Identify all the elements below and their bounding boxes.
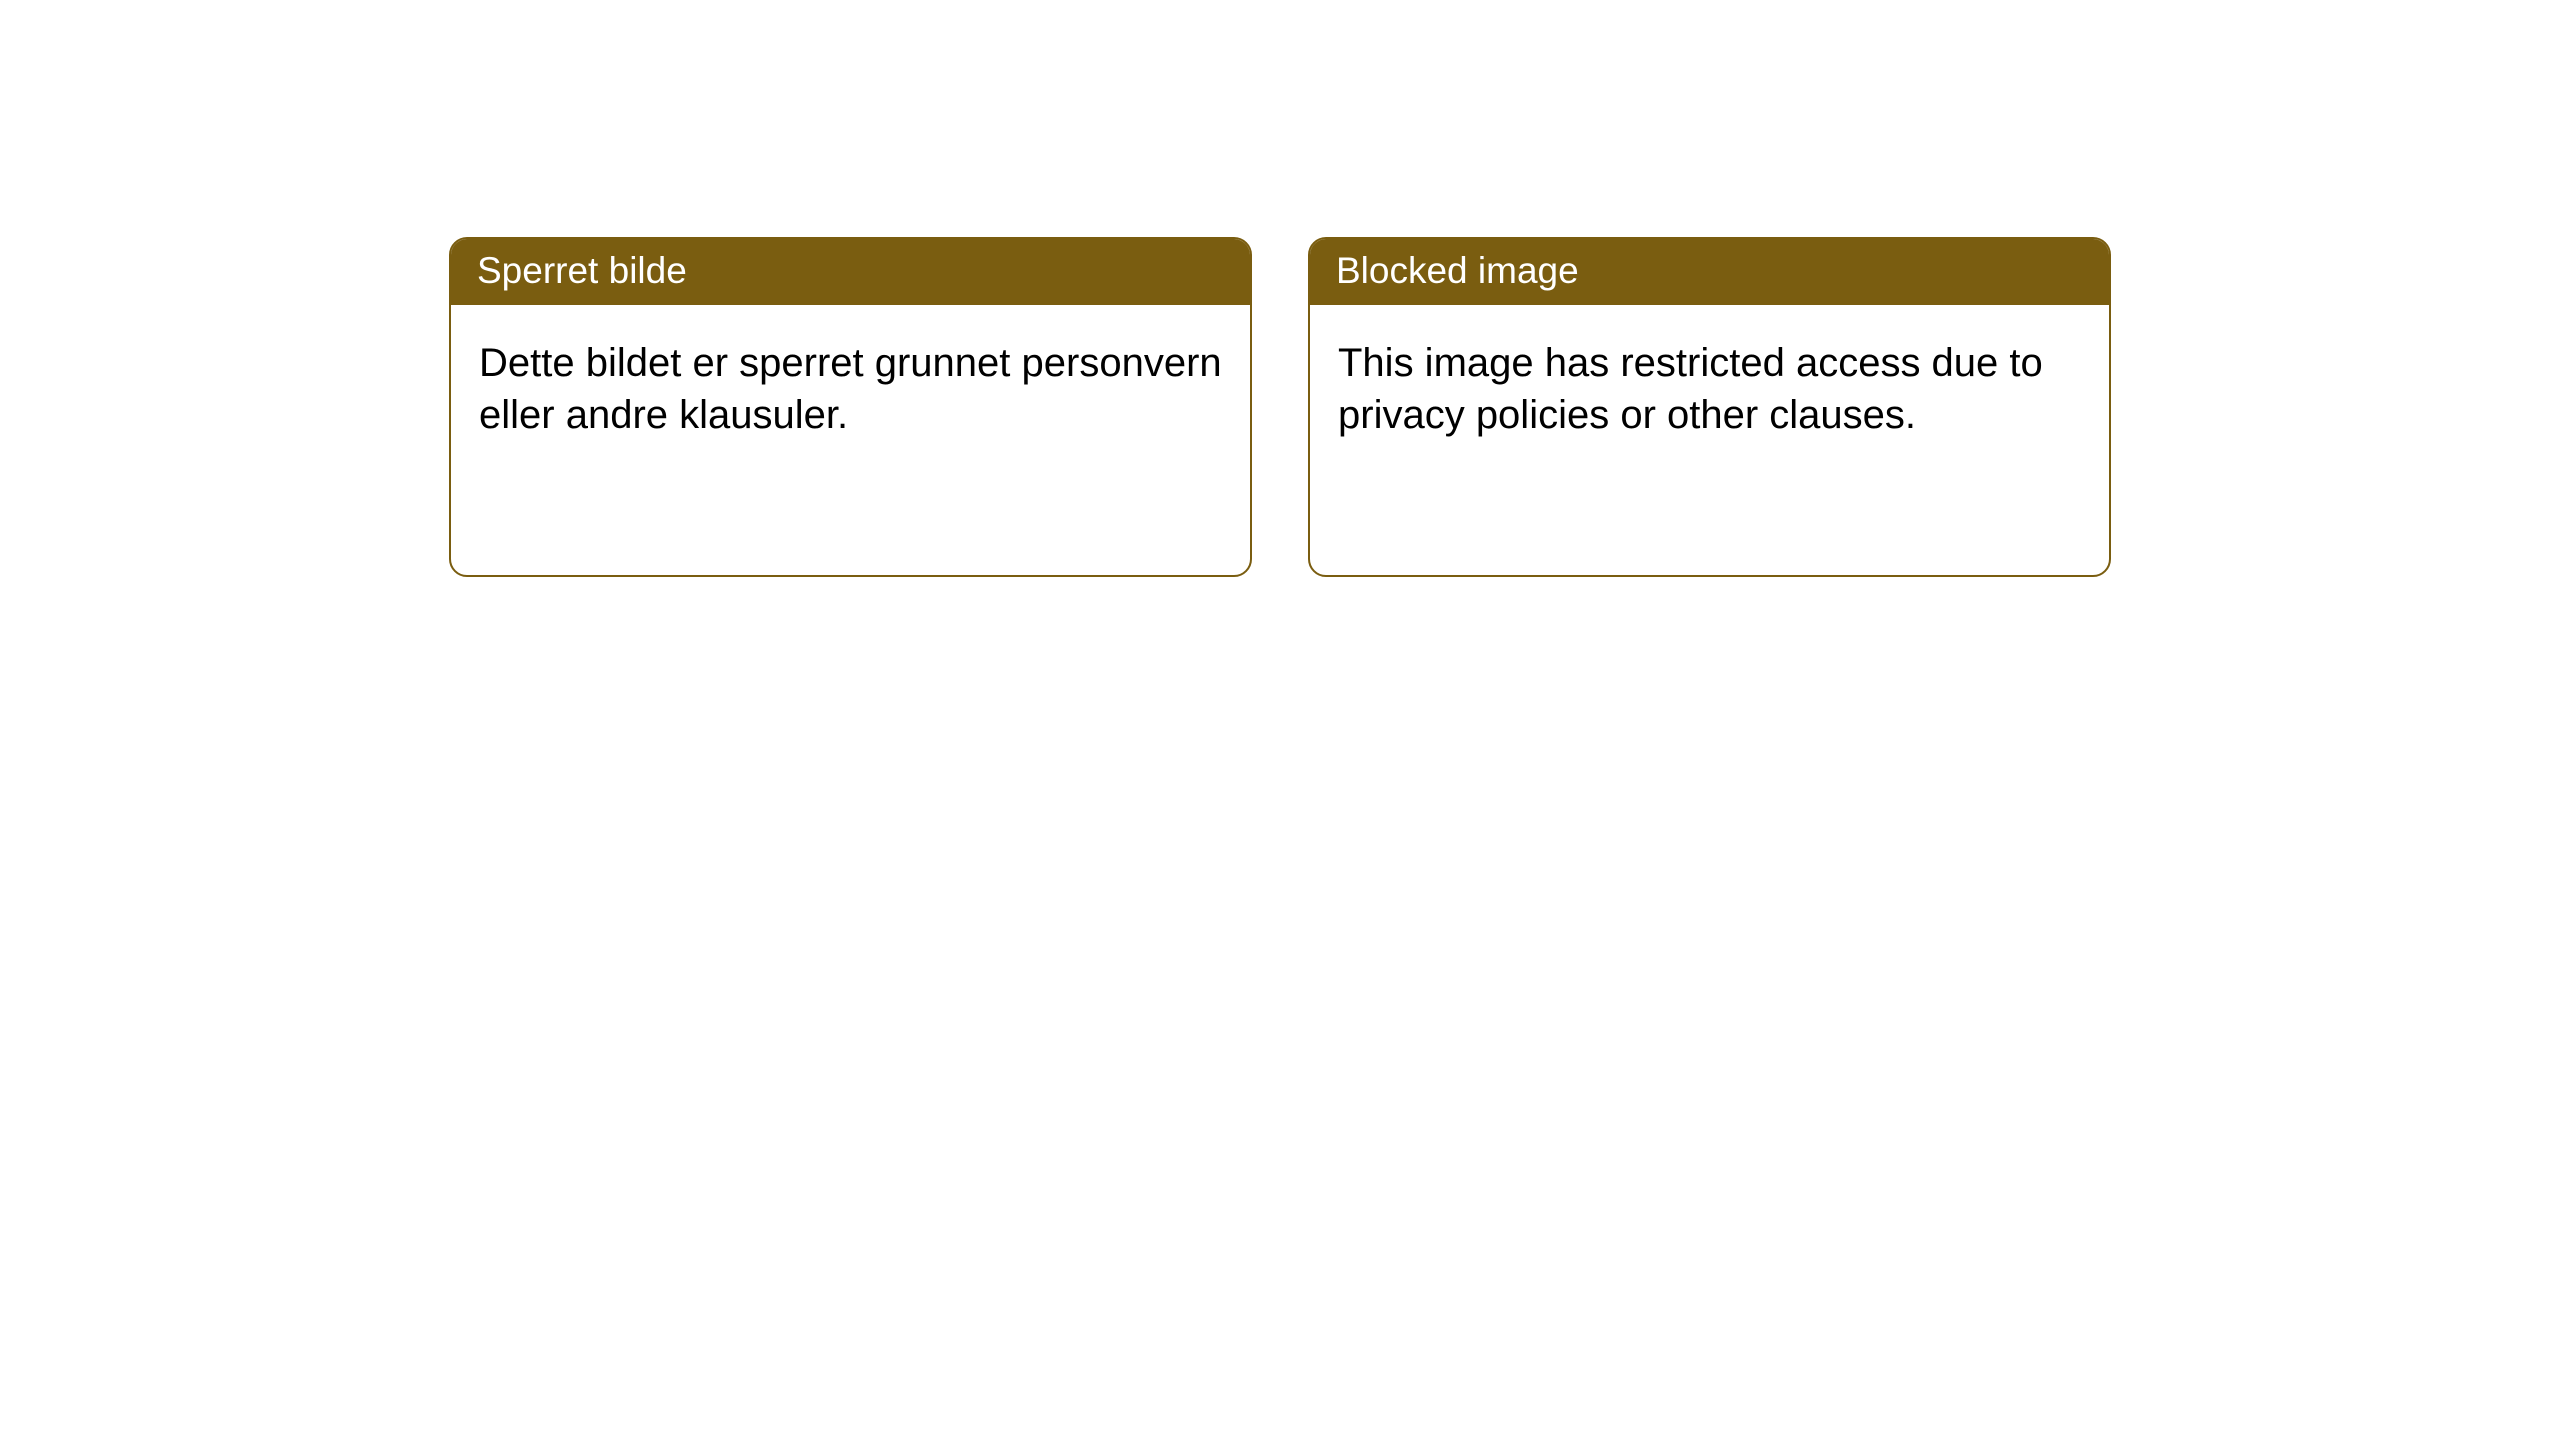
notice-title: Blocked image xyxy=(1310,239,2109,305)
notice-body: This image has restricted access due to … xyxy=(1310,305,2109,575)
notice-card-norwegian: Sperret bilde Dette bildet er sperret gr… xyxy=(449,237,1252,577)
notice-card-english: Blocked image This image has restricted … xyxy=(1308,237,2111,577)
notice-body: Dette bildet er sperret grunnet personve… xyxy=(451,305,1250,575)
notice-title: Sperret bilde xyxy=(451,239,1250,305)
notice-container: Sperret bilde Dette bildet er sperret gr… xyxy=(0,0,2560,577)
